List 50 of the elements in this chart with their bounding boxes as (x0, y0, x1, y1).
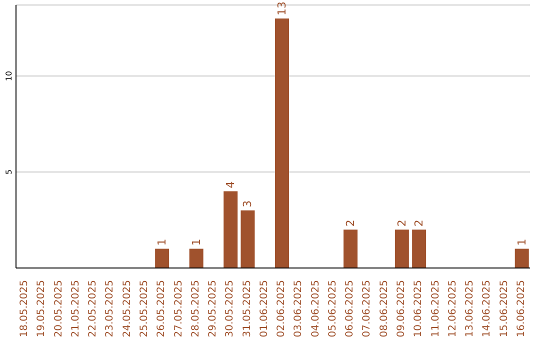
x-tick-label: 11.06.2025 (430, 280, 442, 338)
data-label: 1 (156, 238, 169, 246)
x-tick-label: 23.05.2025 (104, 280, 116, 338)
data-label: 2 (412, 220, 426, 227)
data-label: 2 (395, 220, 408, 227)
x-tick-label: 25.05.2025 (139, 280, 150, 338)
y-tick-label: 10 (4, 70, 14, 82)
x-tick-label: 20.05.2025 (53, 280, 64, 338)
x-tick-label: 19.05.2025 (36, 280, 48, 338)
x-tick-label: 21.05.2025 (70, 280, 82, 338)
x-tick-label: 24.05.2025 (122, 280, 133, 338)
data-label: 1 (190, 238, 203, 246)
x-tick-label: 27.05.2025 (173, 280, 184, 338)
bar (514, 248, 529, 268)
data-label: 2 (344, 220, 358, 227)
x-tick-label: 28.05.2025 (190, 280, 202, 338)
x-tick-label: 30.05.2025 (224, 280, 236, 338)
data-label: 3 (241, 200, 254, 208)
x-tick-label: 12.06.2025 (447, 280, 458, 338)
bar (394, 230, 409, 268)
x-tick-label: 09.06.2025 (396, 280, 407, 338)
x-tick-label: 06.06.2025 (344, 280, 356, 338)
bar (240, 210, 255, 268)
x-tick-label: 01.06.2025 (258, 280, 270, 338)
x-tick-label: 03.06.2025 (293, 280, 304, 338)
bar (412, 230, 426, 268)
x-tick-label: 22.05.2025 (88, 280, 99, 338)
y-tick-label: 5 (4, 169, 14, 175)
x-tick-label: 31.05.2025 (242, 280, 253, 338)
x-tick-label: 13.06.2025 (464, 280, 476, 338)
x-tick-label: 02.06.2025 (276, 280, 288, 338)
x-tick-label: 26.05.2025 (156, 280, 168, 338)
x-tick-label: 18.05.2025 (19, 280, 30, 338)
bar (275, 18, 289, 268)
x-tick-label: 04.06.2025 (310, 280, 322, 338)
data-label: 4 (224, 181, 238, 188)
x-tick-label: 14.06.2025 (482, 280, 493, 338)
x-tick-label: 07.06.2025 (362, 280, 373, 338)
x-tick-label: 16.06.2025 (516, 280, 527, 338)
x-tick-label: 05.06.2025 (327, 280, 338, 338)
x-tick-label: 08.06.2025 (378, 280, 390, 338)
bar (155, 248, 170, 268)
data-label: 13 (276, 1, 288, 16)
bar (344, 230, 358, 268)
bar (189, 248, 204, 268)
x-tick-label: 10.06.2025 (413, 280, 424, 338)
data-label: 1 (515, 238, 528, 246)
x-tick-label: 29.05.2025 (208, 280, 219, 338)
x-tick-label: 15.06.2025 (498, 280, 510, 338)
bar (224, 191, 238, 268)
